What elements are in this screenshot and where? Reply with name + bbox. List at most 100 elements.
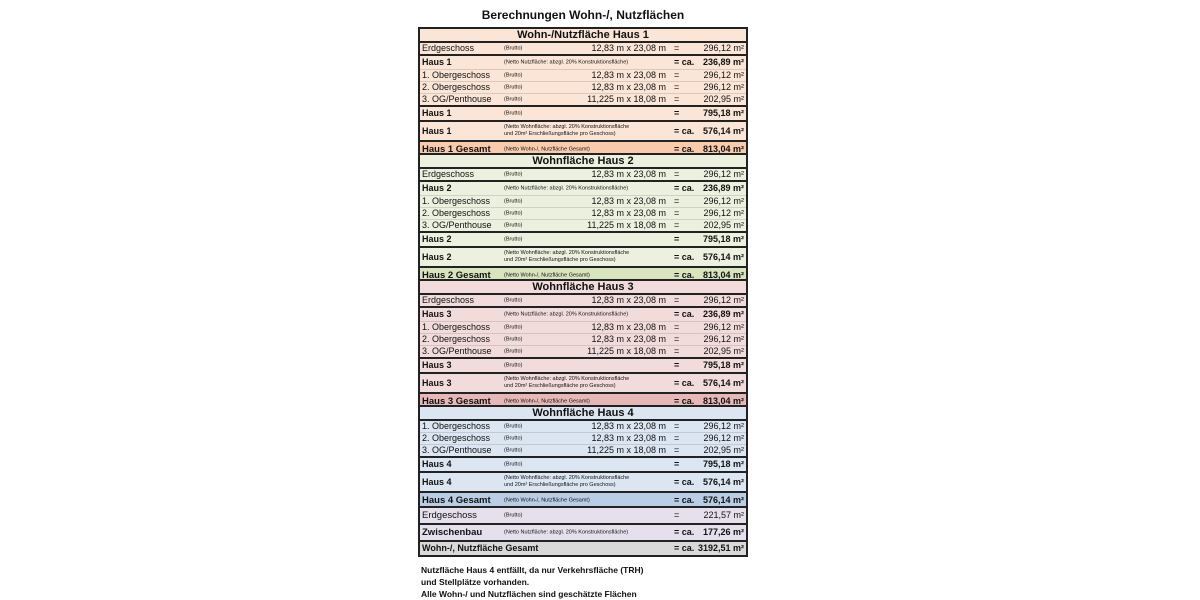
row-label: 2. Obergeschoss [422,82,491,92]
row-value: 221,57 m² [703,510,744,520]
row-dims: 12,83 m x 23,08 m [591,208,666,218]
row-label: 1. Obergeschoss [422,70,491,80]
table-row: Haus 2 Gesamt (Netto Wohn-/, Nutzfläche G… [420,266,746,283]
row-dims: 12,83 m x 23,08 m [591,169,666,179]
section-header: Wohnfläche Haus 2 [420,155,746,169]
row-label: Haus 2 [422,234,452,244]
row-value: 576,14 m² [702,378,744,388]
table-row: 1. Obergeschoss (Brutto) 12,83 m x 23,08 m… [420,69,746,81]
row-eq: = ca. [674,396,695,406]
footnote: und Stellplätze vorhanden. [421,577,530,587]
row-note: (Brutto) [504,423,523,429]
row-note: (Brutto) [504,72,523,78]
row-dims: 12,83 m x 23,08 m [591,82,666,92]
row-label: 2. Obergeschoss [422,334,491,344]
table-row: Haus 4 (Netto Wohnfläche: abzgl. 20% Kons… [420,471,746,491]
table-row: Haus 2 (Netto Nutzfläche: abzgl. 20% Kons… [420,180,746,195]
table-row: Zwischenbau (Netto Nutzfläche: abzgl. 20%… [420,523,746,540]
row-eq: = [674,421,680,431]
row-eq: = [674,322,680,332]
row-label: Wohn-/, Nutzfläche Gesamt [422,543,539,553]
row-note: (Netto Wohnfläche: abzgl. 20% Konstrukti… [504,475,630,488]
row-note: (Brutto) [504,447,523,453]
section-1: Wohn-/Nutzfläche Haus 1 Erdgeschoss (Brutt… [418,27,748,159]
row-value: 296,12 m² [703,433,744,443]
row-dims: 11,225 m x 18,08 m [587,220,666,230]
row-eq: = [674,459,680,469]
row-note: (Brutto) [504,324,523,330]
row-value: 795,18 m² [702,234,744,244]
table-row: Haus 2 (Netto Wohnfläche: abzgl. 20% Kons… [420,246,746,266]
section-header: Wohn-/Nutzfläche Haus 1 [420,29,746,43]
row-value: 576,14 m² [702,126,744,136]
row-label: Haus 1 [422,126,452,136]
table-row: Haus 1 (Brutto) = 795,18 m² [420,105,746,120]
row-label: 1. Obergeschoss [422,421,491,431]
table-row: 2. Obergeschoss (Brutto) 12,83 m x 23,08 m… [420,81,746,93]
row-value: 576,14 m² [702,495,744,505]
row-value: 296,12 m² [703,295,744,305]
row-note: (Netto Wohnfläche: abzgl. 20% Konstrukti… [504,124,630,137]
row-label: Erdgeschoss [422,510,477,521]
row-eq: = ca. [674,527,695,537]
row-note: (Brutto) [504,84,523,90]
row-eq: = ca. [674,543,695,553]
table-row: 1. Obergeschoss (Brutto) 12,83 m x 23,08 m… [420,195,746,207]
row-eq: = ca. [674,309,695,319]
row-note: (Netto Wohn-/, Nutzfläche Gesamt) [504,272,590,278]
row-note: (Brutto) [504,45,523,51]
table-row: 1. Obergeschoss (Brutto) 12,83 m x 23,08 m… [420,421,746,432]
table-row: 2. Obergeschoss (Brutto) 12,83 m x 23,08 m… [420,207,746,219]
row-dims: 12,83 m x 23,08 m [591,43,666,53]
row-label: Haus 2 [422,252,452,262]
row-label: Haus 3 Gesamt [422,396,491,407]
section-3: Wohnfläche Haus 3 Erdgeschoss (Brutto) 12,8… [418,279,748,411]
table-row: 2. Obergeschoss (Brutto) 12,83 m x 23,08 m… [420,333,746,345]
row-dims: 11,225 m x 18,08 m [587,94,666,104]
row-label: Haus 1 [422,57,452,67]
row-note: (Netto Nutzfläche: abzgl. 20% Konstrukti… [504,529,629,535]
row-label: 3. OG/Penthouse [422,94,492,104]
row-value: 202,95 m² [703,346,744,356]
row-note: (Netto Wohn-/, Nutzfläche Gesamt) [504,146,590,152]
row-note: (Brutto) [504,236,523,242]
row-note: (Brutto) [504,348,523,354]
table-row: Haus 3 Gesamt (Netto Wohn-/, Nutzfläche G… [420,392,746,409]
table-row: Erdgeschoss (Brutto) 12,83 m x 23,08 m = 296… [420,295,746,306]
row-label: Haus 3 [422,360,452,370]
table-row: Haus 4 (Brutto) = 795,18 m² [420,456,746,471]
row-note: (Brutto) [504,435,523,441]
table-row: Haus 4 Gesamt (Netto Wohn-/, Nutzfläche G… [420,491,746,508]
row-value: 296,12 m² [703,421,744,431]
row-value: 813,04 m² [702,270,744,280]
row-value: 296,12 m² [703,334,744,344]
row-value: 795,18 m² [702,459,744,469]
row-value: 576,14 m² [702,252,744,262]
row-eq: = [674,94,680,104]
table-row: Erdgeschoss (Brutto) 12,83 m x 23,08 m = 296… [420,169,746,180]
table-row: Haus 1 (Netto Wohnfläche: abzgl. 20% Kons… [420,120,746,140]
footnotes: Nutzfläche Haus 4 entfällt, da nur Verke… [421,564,643,600]
row-eq: = [674,360,680,370]
row-eq: = ca. [674,183,695,193]
table-row: Erdgeschoss (Brutto) 12,83 m x 23,08 m = 296… [420,43,746,54]
row-value: 795,18 m² [702,108,744,118]
row-value: 296,12 m² [703,82,744,92]
row-label: Haus 4 Gesamt [422,495,491,506]
row-eq: = [674,433,680,443]
row-value: 296,12 m² [703,43,744,53]
row-value: 813,04 m² [702,144,744,154]
row-value: 576,14 m² [702,477,744,487]
row-note: (Netto Nutzfläche: abzgl. 20% Konstrukti… [504,59,629,65]
table-row: 3. OG/Penthouse (Brutto) 11,225 m x 18,08 … [420,93,746,105]
row-note: (Brutto) [504,96,523,102]
row-note: (Netto Nutzfläche: abzgl. 20% Konstrukti… [504,311,629,317]
row-label: Haus 4 [422,459,452,469]
table-row: Erdgeschoss (Brutto) = 221,57 m² [420,508,746,523]
row-eq: = [674,510,680,520]
table-row: Wohn-/, Nutzfläche Gesamt = ca. 3192,51 m² [420,542,746,555]
row-eq: = [674,346,680,356]
row-value: 296,12 m² [703,169,744,179]
row-value: 296,12 m² [703,322,744,332]
row-eq: = ca. [674,477,695,487]
